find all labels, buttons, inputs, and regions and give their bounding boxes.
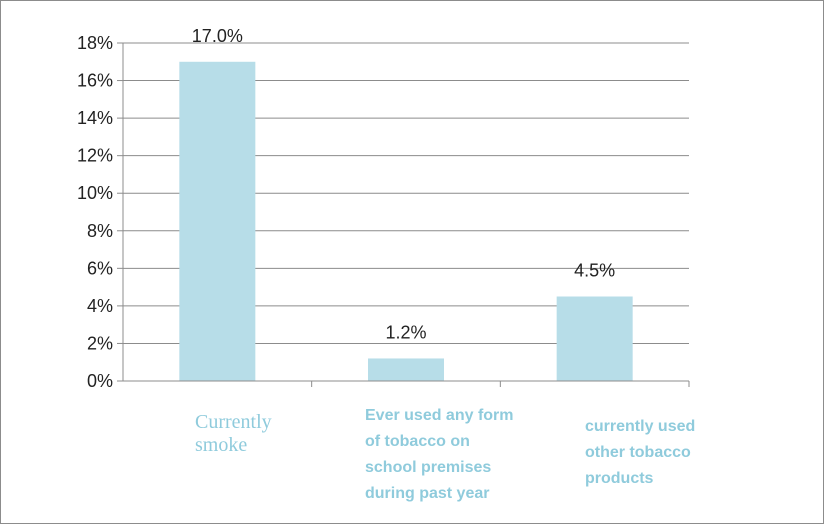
y-tick-label: 12% — [77, 146, 113, 166]
y-tick-label: 10% — [77, 183, 113, 203]
bar-1 — [368, 358, 444, 381]
data-label-2: 4.5% — [574, 261, 615, 281]
data-label-1: 1.2% — [385, 322, 426, 342]
axes — [117, 42, 690, 387]
category-label-1: Ever used any form of tobacco on school … — [365, 407, 514, 502]
y-tick-label: 4% — [87, 296, 113, 316]
y-tick-label: 0% — [87, 371, 113, 391]
data-labels: 17.0% 1.2% 4.5% — [192, 26, 615, 343]
y-tick-label: 6% — [87, 258, 113, 278]
y-tick-label: 16% — [77, 71, 113, 91]
category-label-0: Currently smoke — [195, 411, 272, 456]
bars — [179, 61, 633, 382]
bar-0 — [179, 61, 256, 382]
bar-2 — [556, 296, 633, 381]
data-label-0: 17.0% — [192, 26, 243, 46]
y-tick-label: 18% — [77, 33, 113, 53]
category-label-2: currently used other tobacco products — [585, 418, 696, 487]
y-tick-label: 8% — [87, 221, 113, 241]
y-tick-label: 2% — [87, 333, 113, 353]
y-tick-labels: 0% 2% 4% 6% 8% 10% 12% 14% 16% 18% — [77, 33, 113, 391]
y-tick-label: 14% — [77, 108, 113, 128]
